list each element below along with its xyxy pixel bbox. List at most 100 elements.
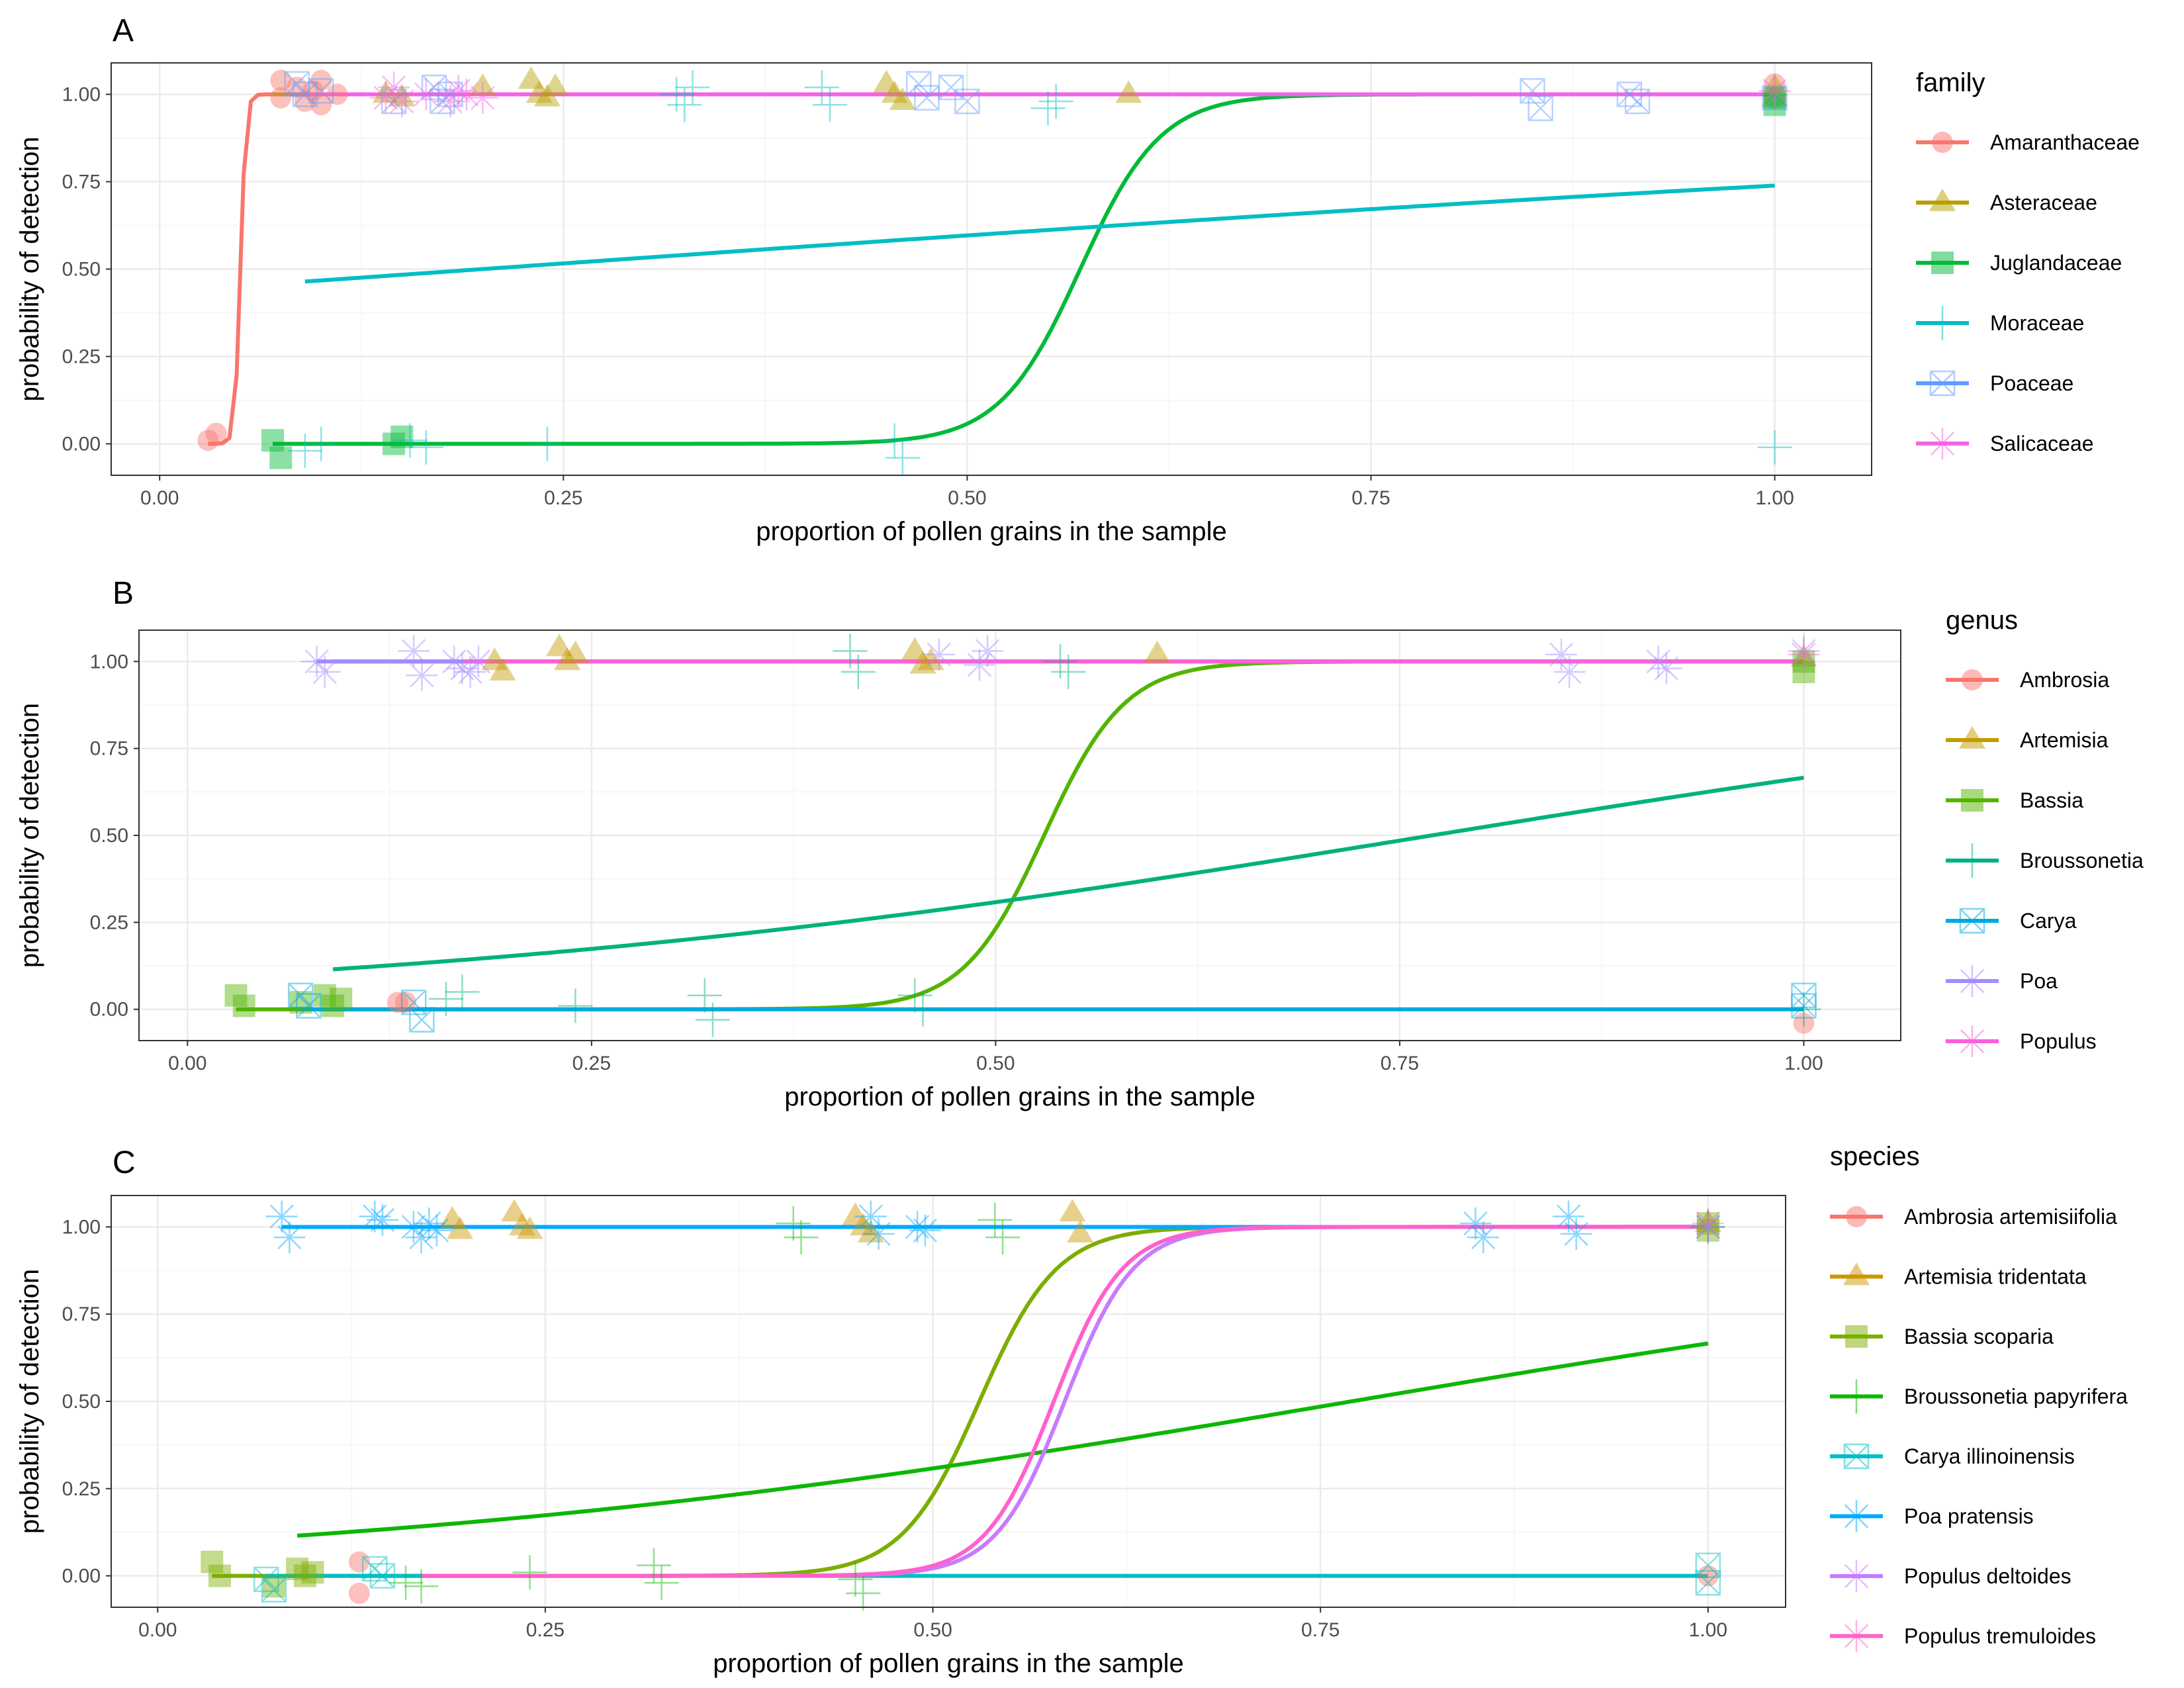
- data-point: [1650, 652, 1682, 684]
- data-point: [636, 1548, 671, 1583]
- legend-key-marker: [1845, 1325, 1868, 1348]
- data-point: [909, 1214, 941, 1246]
- legend-label: Carya: [2020, 909, 2077, 933]
- legend-key-marker: [1955, 843, 1989, 878]
- data-point: [1792, 661, 1815, 684]
- data-point: [1520, 77, 1545, 104]
- legend-label: Amaranthaceae: [1990, 130, 2140, 154]
- data-point: [378, 71, 410, 103]
- panel-a: 0.00 0.25 0.50 0.75 1.00 0.00 0.25 0.50 0.75 1.00…: [15, 13, 2140, 546]
- data-point: [289, 991, 312, 1014]
- legend-item: Carya: [1946, 908, 2077, 934]
- data-point: [361, 1556, 388, 1582]
- data-point: [287, 982, 314, 1008]
- legend-label: Ambrosia: [2020, 668, 2109, 692]
- legend-key-marker: [1959, 908, 1985, 934]
- data-point: [359, 1200, 391, 1233]
- legend-label: Artemisia: [2020, 728, 2109, 752]
- legend-title: family: [1916, 68, 1985, 97]
- legend-item: Salicaceae: [1916, 428, 2094, 459]
- data-point: [1038, 84, 1073, 119]
- data-point: [273, 1221, 306, 1254]
- data-point: [208, 1564, 231, 1587]
- data-point: [387, 992, 408, 1013]
- axes: 0.00 0.25 0.50 0.75 1.00 0.00 0.25 0.50 0.75 1.00…: [15, 84, 1794, 546]
- series-line: [296, 1341, 1709, 1538]
- data-point: [366, 1203, 398, 1236]
- panel-tag: B: [113, 576, 134, 611]
- data-point: [978, 1202, 1013, 1237]
- data-point: [1043, 644, 1078, 679]
- data-point: [862, 1217, 895, 1250]
- data-point: [408, 430, 443, 465]
- legend: family Amaranthaceae Asteraceae Juglandacea…: [1916, 68, 2140, 459]
- legend-label: Artemisia tridentata: [1904, 1265, 2087, 1289]
- data-point: [1467, 1221, 1500, 1254]
- data-point: [292, 81, 318, 107]
- legend-item: Ambrosia: [1946, 668, 2109, 692]
- legend-item: Artemisia tridentata: [1830, 1262, 2087, 1289]
- data-point: [1144, 640, 1171, 663]
- data-point: [348, 1551, 370, 1573]
- series-line: [421, 1225, 1708, 1578]
- data-point: [1115, 80, 1142, 103]
- data-point: [261, 429, 285, 452]
- data-point: [1459, 1207, 1492, 1240]
- y-tick-label: 0.25: [90, 912, 128, 933]
- legend-key-marker: [1961, 789, 1983, 812]
- x-tick-label: 0.25: [572, 1053, 611, 1074]
- legend-item: Poa: [1946, 965, 2058, 997]
- data-point: [269, 446, 293, 469]
- legend-item: Moraceae: [1916, 306, 2084, 340]
- data-point: [430, 88, 455, 115]
- data-point: [232, 994, 255, 1017]
- data-point: [873, 70, 900, 93]
- legend-key-marker: [1925, 306, 1960, 340]
- x-axis-title: proportion of pollen grains in the sampl…: [713, 1649, 1184, 1678]
- legend-item: Asteraceae: [1916, 188, 2097, 214]
- data-point: [308, 656, 341, 688]
- data-point: [804, 70, 839, 105]
- data-point: [388, 83, 416, 107]
- data-point: [400, 989, 427, 1015]
- legend-key-marker: [1927, 428, 1958, 459]
- data-point: [889, 87, 916, 110]
- legend-key-marker: [1959, 726, 1985, 749]
- data-point: [850, 1213, 877, 1236]
- data-point: [1692, 1207, 1724, 1240]
- data-point: [881, 80, 908, 103]
- data-point: [784, 1220, 819, 1255]
- data-point: [972, 635, 1004, 667]
- legend-key-marker: [1841, 1500, 1872, 1532]
- data-point: [1761, 73, 1788, 96]
- legend-key-marker: [1839, 1379, 1874, 1414]
- legend-label: Salicaceae: [1990, 432, 2094, 455]
- data-point: [501, 1199, 528, 1222]
- x-tick-label: 1.00: [1689, 1619, 1727, 1641]
- x-tick-label: 0.75: [1301, 1619, 1340, 1641]
- data-point: [516, 1216, 543, 1239]
- data-point: [438, 645, 471, 678]
- data-point: [1553, 656, 1586, 688]
- data-point: [1697, 1565, 1719, 1587]
- data-point: [846, 1575, 881, 1611]
- x-tick-label: 0.50: [976, 1053, 1015, 1074]
- data-point: [1695, 1552, 1721, 1578]
- legend-label: Poa pratensis: [1904, 1505, 2034, 1528]
- data-point: [469, 73, 496, 96]
- data-point: [450, 78, 482, 111]
- data-point: [529, 426, 565, 461]
- y-axis-title: probability of detection: [15, 703, 44, 968]
- legend-item: Juglandaceae: [1916, 251, 2122, 275]
- data-point: [687, 978, 722, 1013]
- data-point: [525, 80, 553, 103]
- data-point: [533, 83, 561, 107]
- data-point: [1527, 95, 1553, 121]
- legend-item: Bassia scoparia: [1830, 1325, 2054, 1348]
- legend-key-marker: [1929, 370, 1956, 397]
- y-tick-label: 0.75: [62, 171, 101, 193]
- legend-item: Poa pratensis: [1830, 1500, 2034, 1532]
- data-point: [405, 1221, 437, 1254]
- data-point: [348, 1582, 370, 1604]
